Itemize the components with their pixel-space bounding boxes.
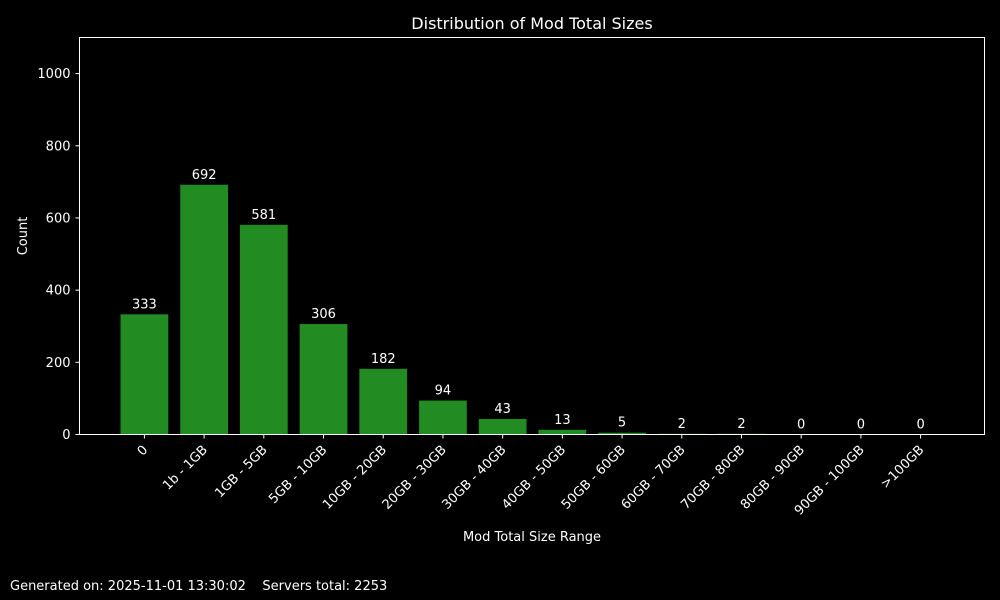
y-tick-label: 0 bbox=[62, 428, 70, 443]
data-label: 0 bbox=[857, 418, 865, 433]
bar bbox=[299, 324, 348, 435]
x-tick-label: 5GB - 10GB bbox=[266, 443, 330, 507]
data-label: 692 bbox=[192, 168, 217, 183]
data-label: 5 bbox=[618, 416, 626, 431]
data-label: 581 bbox=[251, 208, 276, 223]
y-tick-label: 1000 bbox=[37, 67, 70, 82]
x-axis-label: Mod Total Size Range bbox=[463, 530, 601, 545]
y-tick-label: 600 bbox=[46, 211, 71, 226]
y-tick-label: 200 bbox=[46, 356, 71, 371]
y-tick-label: 800 bbox=[46, 139, 71, 154]
generated-timestamp: Generated on: 2025-11-01 13:30:02 bbox=[10, 579, 246, 594]
y-tick-label: 400 bbox=[46, 284, 71, 299]
data-label: 2 bbox=[737, 417, 745, 432]
footer: Generated on: 2025-11-01 13:30:02 Server… bbox=[10, 579, 387, 594]
data-label: 0 bbox=[916, 418, 924, 433]
data-label: 306 bbox=[311, 307, 336, 322]
bar bbox=[239, 224, 288, 435]
bar bbox=[120, 314, 169, 435]
servers-total: Servers total: 2253 bbox=[262, 579, 388, 594]
x-tick-label: 1b - 1GB bbox=[160, 443, 211, 494]
data-label: 94 bbox=[435, 384, 452, 399]
x-tick-label: 0 bbox=[135, 443, 151, 459]
x-tick-label: >100GB bbox=[878, 443, 927, 492]
bar bbox=[478, 418, 527, 435]
data-label: 0 bbox=[797, 418, 805, 433]
data-label: 13 bbox=[554, 413, 571, 428]
plot-frame bbox=[79, 37, 985, 435]
bar bbox=[538, 429, 587, 435]
data-label: 333 bbox=[132, 297, 157, 312]
data-label: 43 bbox=[494, 402, 511, 417]
data-label: 182 bbox=[371, 352, 396, 367]
bar bbox=[598, 432, 646, 435]
x-tick-label: 1GB - 5GB bbox=[212, 443, 270, 501]
y-axis-label: Count bbox=[16, 217, 31, 256]
data-label: 2 bbox=[678, 417, 686, 432]
bar bbox=[419, 400, 467, 435]
chart-title: Distribution of Mod Total Sizes bbox=[411, 14, 652, 33]
bar bbox=[359, 368, 408, 435]
bar bbox=[180, 184, 228, 435]
